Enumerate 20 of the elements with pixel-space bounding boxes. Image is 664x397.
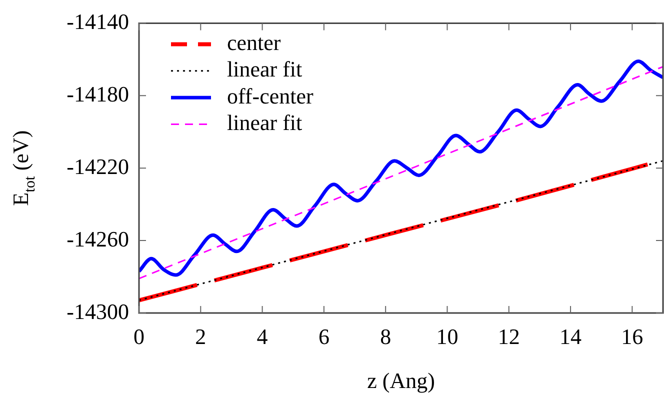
x-tick-label: 10 bbox=[436, 324, 458, 349]
y-tick-label: -14300 bbox=[66, 298, 129, 324]
x-tick-label: 6 bbox=[318, 324, 330, 349]
x-tick-label: 2 bbox=[195, 324, 206, 349]
x-tick-label: 0 bbox=[134, 324, 144, 349]
y-tick-label: -14180 bbox=[66, 81, 129, 106]
legend-label: linear fit bbox=[227, 110, 302, 136]
legend-label: center bbox=[227, 30, 282, 55]
legend-label: linear fit bbox=[227, 56, 302, 82]
x-axis-title: z (Ang) bbox=[367, 368, 435, 393]
x-tick-label: 8 bbox=[380, 324, 392, 349]
x-tick-label: 12 bbox=[498, 324, 520, 349]
y-tick-label: -14140 bbox=[66, 8, 129, 34]
legend-label: off-center bbox=[227, 83, 314, 108]
x-tick-label: 16 bbox=[621, 324, 644, 349]
x-tick-label: 4 bbox=[256, 324, 268, 349]
x-tick-label: 14 bbox=[560, 324, 582, 349]
y-tick-label: -14260 bbox=[66, 226, 129, 252]
y-tick-label: -14220 bbox=[66, 154, 129, 179]
y-axis-title: Etot (eV) bbox=[8, 130, 39, 206]
